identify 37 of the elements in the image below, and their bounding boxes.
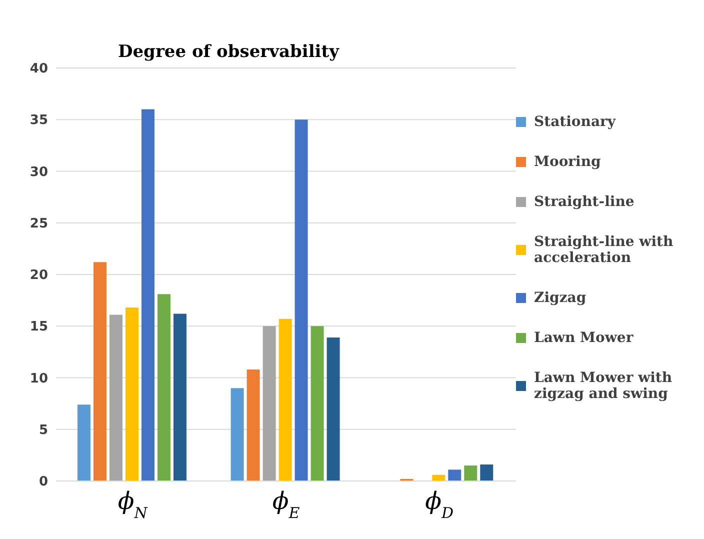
bar xyxy=(262,326,276,481)
bar xyxy=(173,314,186,481)
legend-label: Mooring xyxy=(534,154,601,170)
bar xyxy=(326,337,340,481)
bar xyxy=(310,326,324,481)
y-tick-label: 20 xyxy=(30,268,48,284)
bar xyxy=(157,294,170,481)
y-tick-label: 25 xyxy=(30,216,48,232)
y-tick-label: 10 xyxy=(30,371,48,386)
x-tick-label: ϕ$_{E}$ xyxy=(272,487,300,522)
bar xyxy=(448,470,462,481)
y-tick-label: 5 xyxy=(38,422,48,438)
bar xyxy=(77,404,90,481)
legend-label: Straight-line xyxy=(534,194,634,210)
legend-label: Lawn Mower with zigzag and swing xyxy=(534,370,674,402)
y-tick-label: 35 xyxy=(30,113,48,128)
y-tick-label: 0 xyxy=(38,474,48,490)
bar xyxy=(480,464,494,481)
legend-label: Lawn Mower xyxy=(534,330,634,346)
bar xyxy=(141,109,154,481)
y-tick-label: 40 xyxy=(30,62,48,77)
bar xyxy=(230,388,244,481)
chart-title: Degree of observability xyxy=(118,42,339,62)
y-tick-label: 30 xyxy=(30,164,48,180)
x-tick-label: ϕ$_{D}$ xyxy=(425,487,454,522)
bar xyxy=(125,308,138,481)
x-tick-label: ϕ$_{N}$ xyxy=(118,487,148,522)
bar xyxy=(246,369,260,481)
legend-label: Zigzag xyxy=(534,290,586,306)
bar xyxy=(294,120,308,481)
y-tick-label: 15 xyxy=(30,320,48,335)
bar xyxy=(109,314,122,481)
legend-label: Straight-line with acceleration xyxy=(534,234,674,266)
bar xyxy=(464,466,478,481)
bar xyxy=(93,262,106,481)
legend-label: Stationary xyxy=(534,114,616,130)
bar xyxy=(278,318,292,481)
